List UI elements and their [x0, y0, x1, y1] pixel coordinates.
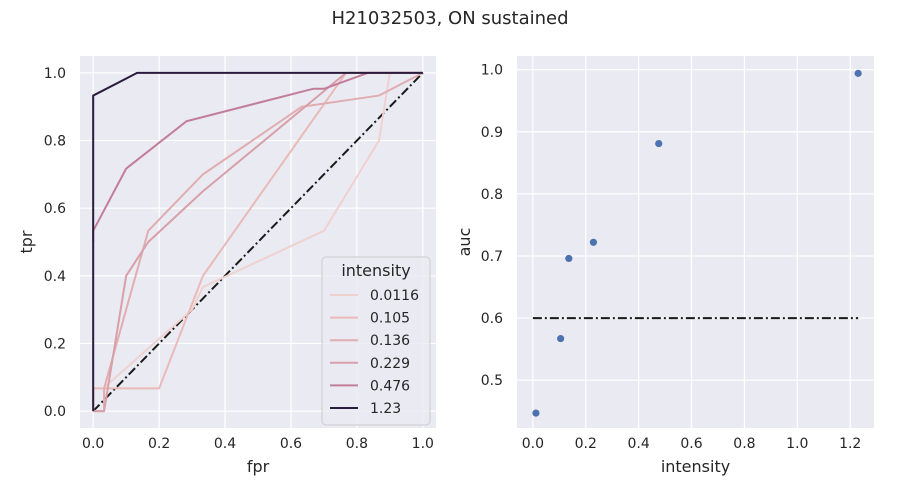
auc-tick-labels: 0.0 0.2 0.4 0.6 0.8 1.0 1.2 0.5 0.6 0.7 0.8 0.9 1.0 [481, 63, 862, 452]
auc-point-1 [557, 334, 565, 343]
auc-point-0 [532, 409, 540, 417]
roc-curve-series-4 [92, 71, 423, 242]
roc-y-tick-label: 1.0 [44, 66, 66, 82]
legend-label-4: 0.476 [370, 378, 410, 394]
auc-y-tick-label: 0.9 [481, 125, 503, 141]
auc-x-tick-label: 0.4 [628, 436, 650, 452]
auc-panel: 0.0 0.2 0.4 0.6 0.8 1.0 1.20.50.60.70.80.91.0 … [455, 56, 874, 476]
auc-y-tick-label: 0.5 [481, 373, 503, 389]
roc-x-tick-label: 0.8 [346, 436, 368, 452]
roc-x-tick-label: 0.2 [148, 436, 170, 452]
roc-curve-series-5 [92, 71, 423, 412]
auc-x-tick-label: 1.0 [786, 436, 808, 452]
roc-panel: 0.0 0.2 0.4 0.6 0.8 1.0 0.0 0.2 0.4 0.6 0.8 1.0 fpr… [17, 56, 436, 476]
roc-y-tick-label: 0.0 [44, 404, 66, 420]
auc-marks [532, 69, 862, 417]
auc-x-tick-label: 0.6 [680, 436, 702, 452]
roc-y-tick-label: 0.4 [44, 269, 66, 285]
auc-x-tick-label: 0.2 [575, 436, 597, 452]
legend-label-0: 0.0116 [370, 288, 419, 304]
auc-gridlines [517, 56, 874, 428]
roc-y-axis-label: tpr [17, 230, 36, 253]
roc-x-tick-label: 0.4 [214, 436, 236, 452]
auc-y-tick-label: 0.8 [481, 187, 503, 203]
auc-x-tick-label: 1.2 [839, 436, 861, 452]
roc-x-tick-label: 0.0 [82, 436, 104, 452]
auc-y-tick-label: 0.7 [481, 249, 503, 265]
auc-y-tick-label: 0.6 [481, 311, 503, 327]
auc-y-tick-label: 1.0 [481, 63, 503, 79]
roc-tick-labels: 0.0 0.2 0.4 0.6 0.8 1.0 0.0 0.2 0.4 0.6 0.8 1.0 [44, 66, 434, 452]
auc-point-2 [565, 254, 573, 263]
auc-x-tick-label: 0.0 [522, 436, 544, 452]
auc-point-4 [655, 139, 663, 148]
legend-box [321, 256, 431, 426]
legend-label-2: 0.136 [370, 333, 410, 349]
auc-x-axis-label: intensity [661, 457, 730, 476]
auc-x-tick-label: 0.8 [733, 436, 755, 452]
roc-gridlines [80, 56, 436, 428]
roc-x-axis-label: fpr [247, 457, 270, 476]
figure-title: H21032503, ON sustained [331, 8, 568, 29]
roc-y-tick-label: 0.6 [44, 201, 66, 217]
legend-label-5: 1.23 [370, 401, 401, 417]
roc-y-tick-label: 0.8 [44, 134, 66, 150]
legend-title: intensity [341, 261, 410, 280]
legend-items: 0.0116 0.105 0.136 0.229 0.476 1.23 [330, 288, 419, 417]
auc-plot-area [517, 56, 874, 428]
auc-y-axis-label: auc [455, 228, 474, 257]
legend-label-3: 0.229 [370, 356, 410, 372]
roc-legend: intensity 0.0116 0.105 0.136 0.229 0.476 1.23 [321, 256, 431, 426]
roc-curves [92, 71, 424, 413]
roc-x-tick-label: 1.0 [412, 436, 434, 452]
auc-point-3 [589, 238, 598, 246]
roc-y-tick-label: 0.2 [44, 336, 66, 352]
auc-point-5 [854, 69, 862, 77]
legend-label-1: 0.105 [370, 311, 410, 327]
roc-chance-line [92, 72, 424, 412]
roc-x-tick-label: 0.6 [280, 436, 302, 452]
